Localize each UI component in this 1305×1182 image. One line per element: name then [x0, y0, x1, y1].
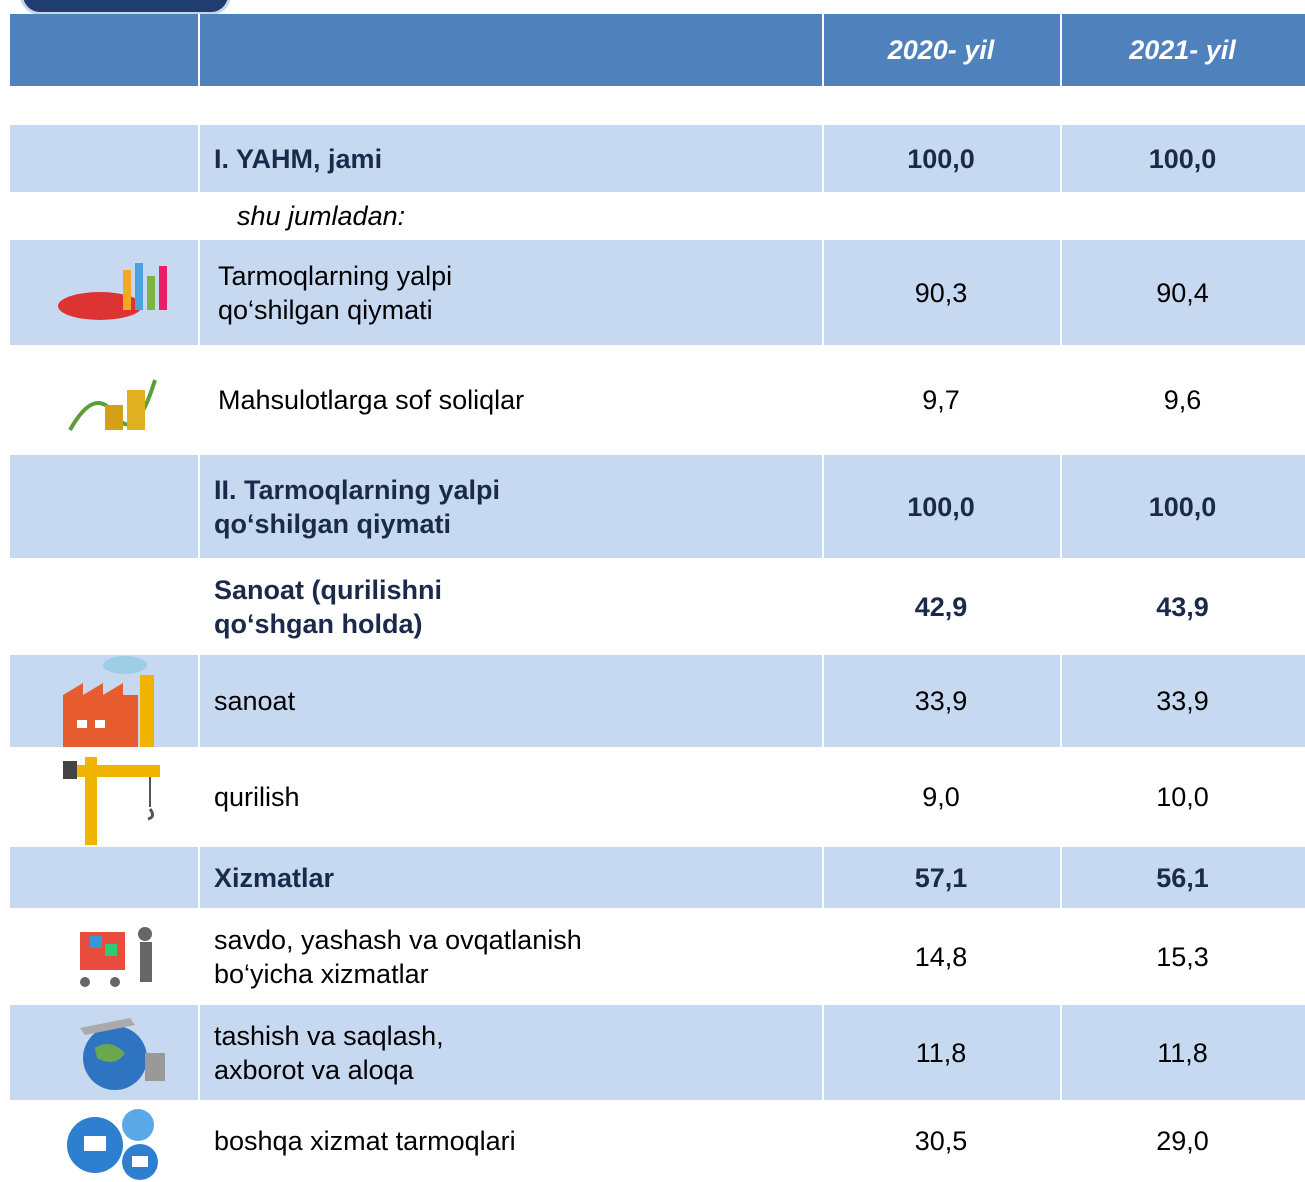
divider	[822, 125, 824, 192]
divider	[1060, 655, 1062, 747]
divider	[1060, 455, 1062, 558]
value-cell: 9,0	[922, 782, 960, 812]
header-row	[10, 14, 1305, 86]
icon	[40, 747, 190, 847]
divider	[1060, 1005, 1062, 1100]
value-cell: 57,1	[914, 862, 968, 893]
value-cell: 11,8	[915, 1037, 967, 1068]
divider	[822, 14, 824, 86]
value-cell: 90,4	[1156, 277, 1209, 308]
row-label: qurilish	[214, 782, 300, 812]
value-cell: 33,9	[1156, 686, 1209, 716]
divider	[198, 1005, 200, 1100]
value-cell: 100,0	[907, 491, 975, 522]
divider	[198, 14, 200, 86]
divider	[1060, 125, 1062, 192]
value-cell: 56,1	[1156, 862, 1209, 893]
row-label: boshqa xizmat tarmoqlari	[214, 1126, 516, 1156]
value-cell: 10,0	[1156, 782, 1209, 812]
value-cell: 15,3	[1156, 941, 1209, 972]
row-label: I. YAHM, jami	[214, 143, 383, 174]
icon	[40, 1005, 190, 1100]
row-label: Xizmatlar	[214, 862, 335, 893]
value-cell: 11,8	[1157, 1037, 1208, 1068]
icon	[40, 908, 190, 1005]
value-cell: 100,0	[1148, 491, 1217, 522]
value-cell: 9,7	[922, 385, 960, 415]
row-label: savdo, yashash va ovqatlanish bo‘yicha x…	[214, 924, 582, 989]
divider	[198, 240, 200, 345]
divider	[1060, 14, 1062, 86]
row-label: Tarmoqlarning yalpi qo‘shilgan qiymati	[218, 260, 453, 325]
divider	[198, 847, 200, 908]
icon	[40, 240, 190, 345]
value-cell: 90,3	[914, 277, 968, 308]
row-label: II. Tarmoqlarning yalpi qo‘shilgan qiyma…	[214, 474, 501, 539]
divider	[198, 125, 200, 192]
row-label: Sanoat (qurilishni qo‘shgan holda)	[214, 574, 443, 639]
divider	[822, 455, 824, 558]
row-bg	[10, 655, 1305, 747]
row-bg	[10, 125, 1305, 192]
header-cell: 2021- yil	[1129, 35, 1236, 65]
icon	[40, 655, 190, 747]
header-cell: 2020- yil	[887, 35, 995, 65]
divider	[822, 1005, 824, 1100]
value-cell: 42,9	[914, 591, 968, 622]
icon	[40, 345, 190, 455]
divider	[1060, 240, 1062, 345]
icon	[40, 1100, 190, 1182]
divider	[822, 847, 824, 908]
divider	[1060, 847, 1062, 908]
divider	[822, 240, 824, 345]
row-label: tashish va saqlash, axborot va aloqa	[214, 1020, 444, 1085]
value-cell: 33,9	[914, 686, 968, 716]
row-bg	[10, 1005, 1305, 1100]
row-bg	[10, 240, 1305, 345]
tab	[20, 0, 231, 15]
value-cell: 100,0	[1148, 143, 1217, 174]
note: shu jumladan:	[237, 201, 406, 231]
divider	[822, 655, 824, 747]
row-label: Mahsulotlarga sof soliqlar	[218, 385, 525, 415]
value-cell: 9,6	[1163, 385, 1202, 415]
value-cell: 30,5	[914, 1126, 968, 1156]
value-cell: 29,0	[1156, 1126, 1209, 1156]
value-cell: 14,8	[914, 941, 968, 972]
row-bg	[10, 847, 1305, 908]
value-cell: 43,9	[1156, 591, 1209, 622]
row-bg	[10, 455, 1305, 558]
value-cell: 100,0	[907, 143, 975, 174]
divider	[198, 655, 200, 747]
row-label: sanoat	[214, 686, 296, 716]
divider	[198, 455, 200, 558]
